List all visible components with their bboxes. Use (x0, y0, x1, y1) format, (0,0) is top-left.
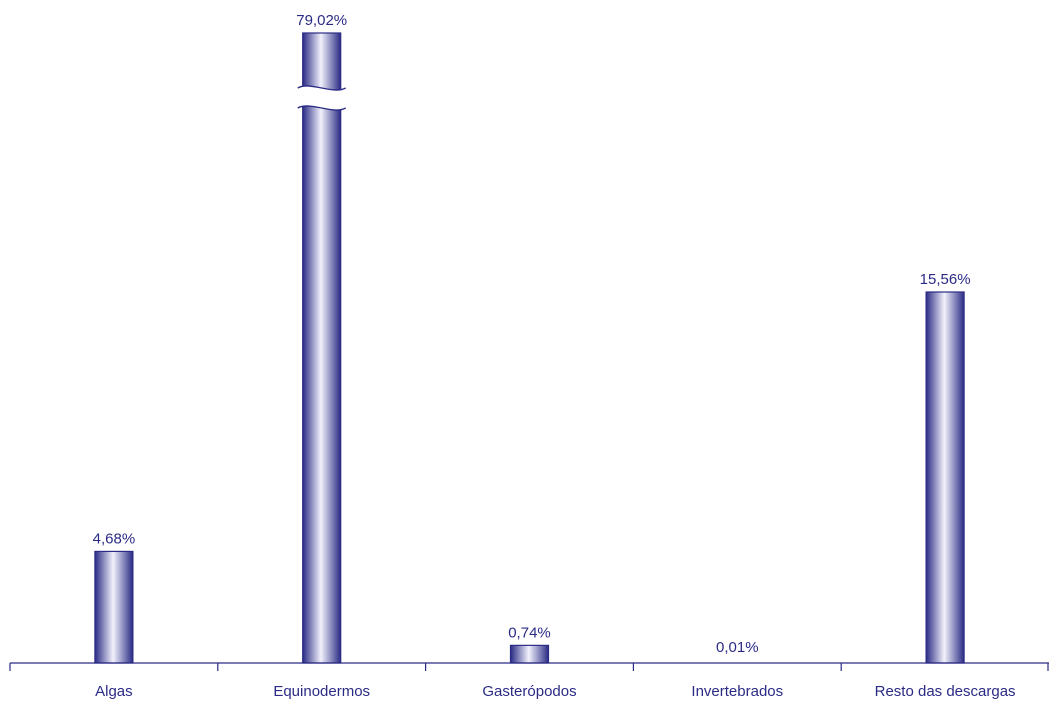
data-label-equinodermos: 79,02% (296, 12, 347, 29)
axis-break-gap (297, 85, 346, 111)
bar-algas (94, 550, 134, 664)
axis-break-top-edge (297, 85, 347, 91)
x-axis (9, 662, 1049, 671)
data-label-resto-das-descargas: 15,56% (920, 271, 971, 288)
bar-equinodermos (302, 32, 342, 664)
tick-label-resto-das-descargas: Resto das descargas (875, 683, 1016, 700)
bar-resto-das-descargas (925, 291, 965, 664)
data-label-algas: 4,68% (93, 530, 136, 547)
data-labels: 4,68% 79,02% 0,74% 0,01% 15,56% (93, 12, 971, 656)
bar-gasteropodos (509, 644, 550, 664)
bars (94, 32, 965, 664)
tick-label-algas: Algas (95, 683, 133, 700)
data-label-gasteropodos: 0,74% (508, 624, 551, 641)
tick-label-invertebrados: Invertebrados (691, 683, 783, 700)
tick-label-gasteropodos: Gasterópodos (482, 683, 576, 700)
tick-label-equinodermos: Equinodermos (273, 683, 370, 700)
data-label-invertebrados: 0,01% (716, 639, 759, 656)
axis-break-bottom-edge (297, 105, 347, 111)
x-tick-labels: Algas Equinodermos Gasterópodos Invertebrad… (95, 683, 1015, 700)
